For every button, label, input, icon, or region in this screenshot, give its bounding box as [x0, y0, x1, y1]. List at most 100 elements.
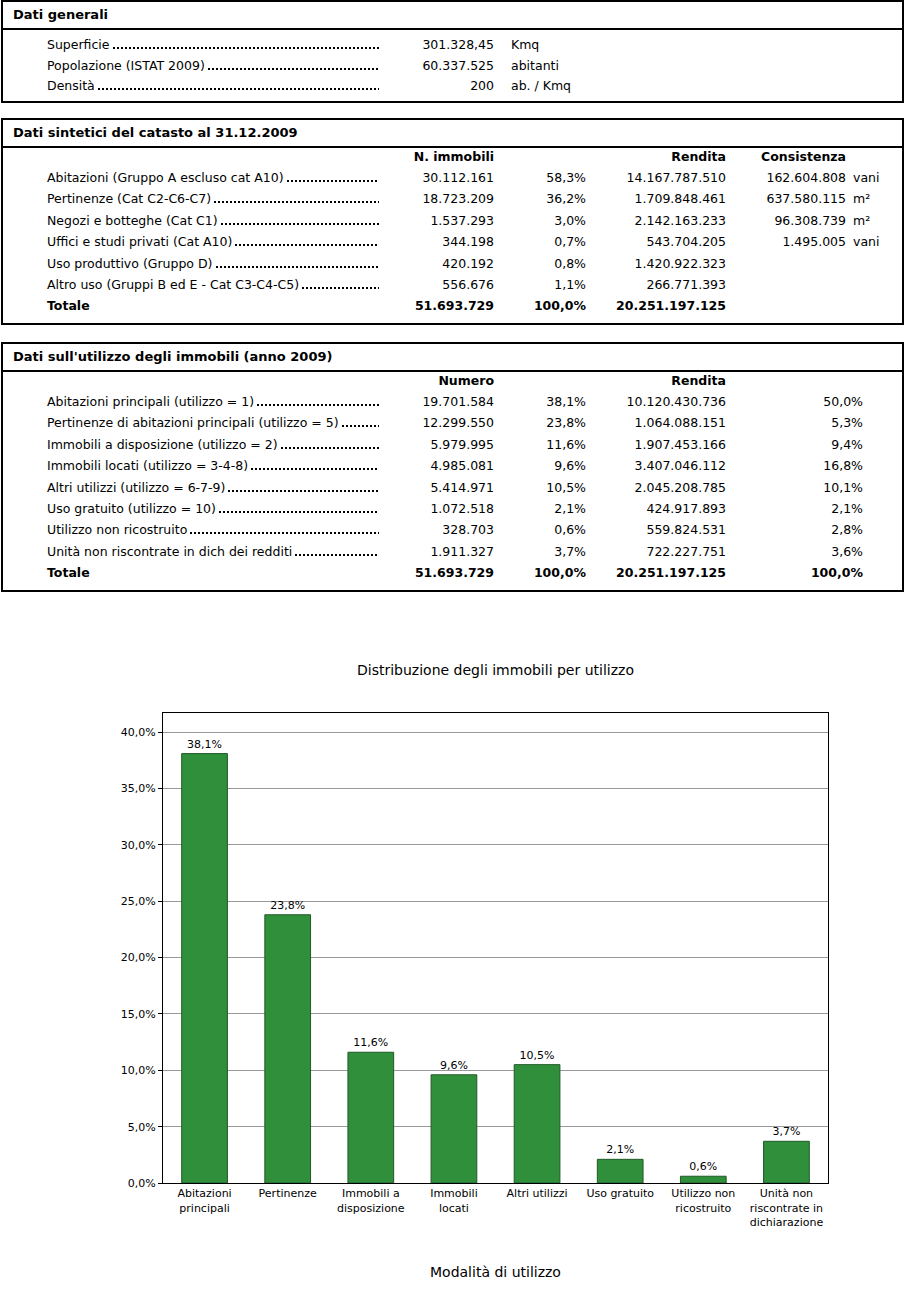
- html-text:m²: m²: [853, 212, 871, 228]
- svg-text:30,0%: 30,0%: [121, 839, 156, 852]
- html-text:9,6%: 9,6%: [554, 458, 586, 474]
- html-text:1.420.922.323: 1.420.922.323: [634, 255, 726, 271]
- html-text:100,0%: 100,0%: [810, 565, 863, 581]
- html-text:1.911.327: 1.911.327: [430, 543, 494, 559]
- html-text:2.045.208.785: 2.045.208.785: [634, 479, 726, 495]
- svg-text:10,0%: 10,0%: [121, 1064, 156, 1077]
- html-text:Superficie: Superficie: [47, 37, 110, 52]
- html-text:420.192: 420.192: [442, 255, 494, 271]
- html-text:Altri utilizzi (utilizzo = 6-7: Altri utilizzi (utilizzo = 6-7-9): [47, 479, 226, 495]
- html-text:10,1%: 10,1%: [823, 479, 863, 495]
- html-text:301.328,45: 301.328,45: [422, 37, 494, 52]
- html-text:0,7%: 0,7%: [554, 234, 586, 250]
- html-text:4.985.081: 4.985.081: [430, 458, 494, 474]
- svg-text:3,7%: 3,7%: [772, 1125, 800, 1138]
- html-text:11,6%: 11,6%: [546, 436, 586, 452]
- html-text:0,6%: 0,6%: [554, 522, 586, 538]
- html-text:1.709.848.461: 1.709.848.461: [634, 191, 726, 207]
- html-text:Pertinenze di abitazioni princ: Pertinenze di abitazioni principali (uti…: [47, 415, 339, 431]
- html-text:51.693.729: 51.693.729: [414, 565, 494, 581]
- html-text:3,6%: 3,6%: [831, 543, 863, 559]
- svg-text:35,0%: 35,0%: [121, 782, 156, 795]
- html-text:Utilizzo non ricostruito: Utilizzo non ricostruito: [47, 522, 188, 538]
- html-text:100,0%: 100,0%: [533, 298, 586, 314]
- html-text:637.580.115: 637.580.115: [766, 191, 846, 207]
- html-text:328.703: 328.703: [442, 522, 494, 538]
- html-text:1.495.005: 1.495.005: [782, 234, 846, 250]
- html-text:3.407.046.112: 3.407.046.112: [634, 458, 726, 474]
- html-text:ab. / Kmq: ab. / Kmq: [511, 78, 571, 93]
- html-text:9,4%: 9,4%: [831, 436, 863, 452]
- svg-text:Modalità di utilizzo: Modalità di utilizzo: [430, 1264, 561, 1280]
- html-text:0,8%: 0,8%: [554, 255, 586, 271]
- svg-text:9,6%: 9,6%: [440, 1059, 468, 1072]
- html-text:2.142.163.233: 2.142.163.233: [634, 212, 726, 228]
- html-text:36,2%: 36,2%: [546, 191, 586, 207]
- svg-text:Uso gratuito: Uso gratuito: [586, 1187, 654, 1200]
- svg-text:Immobili adisposizione: Immobili adisposizione: [337, 1187, 405, 1214]
- html-text:abitanti: abitanti: [511, 57, 559, 73]
- html-text:3,0%: 3,0%: [554, 212, 586, 228]
- html-text:23,8%: 23,8%: [546, 415, 586, 431]
- html-text:Pertinenze (Cat C2-C6-C7): Pertinenze (Cat C2-C6-C7): [47, 191, 212, 207]
- svg-text:0,0%: 0,0%: [128, 1177, 156, 1190]
- html-text:722.227.751: 722.227.751: [646, 543, 726, 559]
- html-text:200: 200: [470, 78, 494, 93]
- html-text:Uso produttivo (Gruppo D): Uso produttivo (Gruppo D): [47, 255, 213, 271]
- svg-text:Altri utilizzi: Altri utilizzi: [507, 1187, 568, 1200]
- html-text:559.824.531: 559.824.531: [646, 522, 726, 538]
- html-text:1.907.453.166: 1.907.453.166: [634, 436, 726, 452]
- svg-text:2,1%: 2,1%: [606, 1143, 634, 1156]
- html-text:3,7%: 3,7%: [554, 543, 586, 559]
- html-text:16,8%: 16,8%: [823, 458, 863, 474]
- html-text:18.723.209: 18.723.209: [422, 191, 494, 207]
- html-text:5.979.995: 5.979.995: [430, 436, 494, 452]
- html-text:20.251.197.125: 20.251.197.125: [616, 298, 726, 314]
- html-text:Totale: Totale: [47, 298, 90, 314]
- html-text:344.198: 344.198: [442, 234, 494, 250]
- html-text:Dati sintetici del catasto al: Dati sintetici del catasto al 31.12.2009: [13, 125, 298, 140]
- html-text:543.704.205: 543.704.205: [646, 234, 726, 250]
- html-text:1.064.088.151: 1.064.088.151: [634, 415, 726, 431]
- html-text:Totale: Totale: [47, 565, 90, 581]
- html-text:1.537.293: 1.537.293: [430, 212, 494, 228]
- svg-text:5,0%: 5,0%: [128, 1121, 156, 1134]
- html-text:20.251.197.125: 20.251.197.125: [616, 565, 726, 581]
- html-text:100,0%: 100,0%: [533, 565, 586, 581]
- svg-text:Distribuzione degli immobili p: Distribuzione degli immobili per utilizz…: [357, 662, 634, 678]
- html-text:Negozi e botteghe (Cat C1): Negozi e botteghe (Cat C1): [47, 212, 218, 228]
- svg-text:10,5%: 10,5%: [520, 1049, 555, 1062]
- svg-text:Unità nonriscontrate indichiar: Unità nonriscontrate indichiarazione: [750, 1187, 824, 1229]
- html-text:vani: vani: [853, 234, 880, 250]
- html-text:Dati generali: Dati generali: [13, 7, 109, 22]
- html-text:5,3%: 5,3%: [831, 415, 863, 431]
- svg-text:0,6%: 0,6%: [689, 1160, 717, 1173]
- html-text:Popolazione (ISTAT 2009): Popolazione (ISTAT 2009): [47, 57, 205, 73]
- svg-text:25,0%: 25,0%: [121, 895, 156, 908]
- svg-text:20,0%: 20,0%: [121, 951, 156, 964]
- svg-text:Utilizzo nonricostruito: Utilizzo nonricostruito: [671, 1187, 735, 1214]
- html-text:2,8%: 2,8%: [831, 522, 863, 538]
- html-text:96.308.739: 96.308.739: [774, 212, 846, 228]
- svg-text:Abitazioniprincipali: Abitazioniprincipali: [177, 1187, 231, 1214]
- svg-text:38,1%: 38,1%: [187, 738, 222, 751]
- html-text:Uffici e studi privati (Cat A1: Uffici e studi privati (Cat A10): [47, 234, 233, 250]
- html-text:Densità: Densità: [47, 78, 95, 93]
- html-text:m²: m²: [853, 191, 871, 207]
- html-text:60.337.525: 60.337.525: [422, 57, 494, 73]
- html-text:51.693.729: 51.693.729: [414, 298, 494, 314]
- svg-text:23,8%: 23,8%: [270, 899, 305, 912]
- html-text:N. immobili: N. immobili: [413, 149, 494, 164]
- html-text:Immobili locati (utilizzo = 3-: Immobili locati (utilizzo = 3-4-8): [47, 458, 249, 474]
- svg-text:Immobililocati: Immobililocati: [430, 1187, 478, 1214]
- html-text:Unità non riscontrate in dich: Unità non riscontrate in dich dei reddit…: [47, 543, 293, 559]
- html-text:5.414.971: 5.414.971: [430, 479, 494, 495]
- html-text:10,5%: 10,5%: [546, 479, 586, 495]
- html-text:Kmq: Kmq: [511, 37, 540, 52]
- svg-text:40,0%: 40,0%: [121, 726, 156, 739]
- svg-text:11,6%: 11,6%: [353, 1036, 388, 1049]
- html-text:Immobili a disposizione (utili: Immobili a disposizione (utilizzo = 2): [47, 436, 278, 452]
- html-text:12.299.550: 12.299.550: [422, 415, 494, 431]
- svg-text:15,0%: 15,0%: [121, 1008, 156, 1021]
- svg-text:Pertinenze: Pertinenze: [259, 1187, 317, 1200]
